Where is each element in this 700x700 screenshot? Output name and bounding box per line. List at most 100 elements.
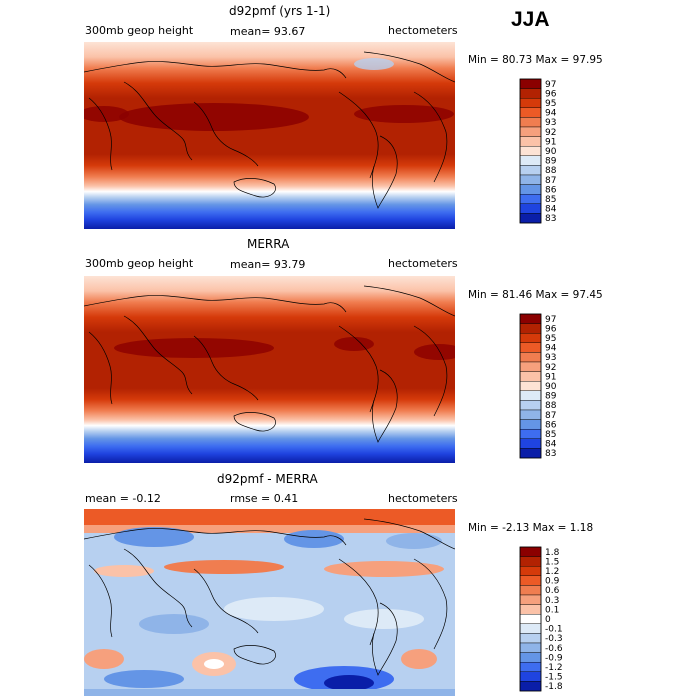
colorbar-swatch	[519, 203, 542, 214]
colorbar-tick-label: 84	[545, 205, 557, 215]
panel3-title: d92pmf - MERRA	[217, 472, 318, 486]
colorbar-swatch	[519, 136, 542, 147]
panel2-units-label: hectometers	[388, 257, 458, 270]
colorbar-tick-label: -1.5	[545, 673, 563, 683]
colorbar-tick-label: 83	[545, 214, 556, 224]
panel2-minmax-label: Min = 81.46 Max = 97.45	[468, 289, 603, 301]
colorbar-swatch	[519, 165, 542, 176]
colorbar-swatch	[519, 594, 542, 605]
colorbar-tick-label: 84	[545, 440, 557, 450]
panel3-rmse-label: rmse = 0.41	[230, 492, 299, 505]
colorbar-tick-label: 1.8	[545, 548, 560, 558]
colorbar-swatch	[519, 671, 542, 682]
colorbar-tick-label: 90	[545, 147, 557, 157]
colorbar-tick-label: 89	[545, 392, 557, 402]
panel1-field-fill	[84, 42, 455, 229]
season-label: JJA	[511, 8, 550, 31]
panel1-minmax-label: Min = 80.73 Max = 97.95	[468, 54, 603, 66]
panel2-coastlines	[84, 285, 455, 443]
colorbar-tick-label: 86	[545, 185, 557, 195]
colorbar-tick-label: 91	[545, 137, 556, 147]
colorbar-tick-label: 87	[545, 176, 556, 186]
colorbar-tick-label: 87	[545, 411, 556, 421]
colorbar-swatch	[519, 98, 542, 109]
colorbar-tick-label: 88	[545, 401, 557, 411]
colorbar-frame	[519, 78, 542, 224]
colorbar-tick-label: 92	[545, 128, 556, 138]
colorbar-swatch	[519, 88, 542, 99]
colorbar-swatch	[519, 390, 542, 401]
colorbar-swatch	[519, 352, 542, 363]
colorbar-swatch	[519, 642, 542, 653]
panel3-colorbar: 1.81.51.20.90.60.30.10-0.1-0.3-0.6-0.9-1…	[519, 546, 563, 692]
colorbar-frame	[519, 546, 542, 692]
colorbar-swatch	[519, 213, 542, 224]
panel3-mean-label: mean = -0.12	[85, 492, 161, 505]
colorbar-swatch	[519, 419, 542, 430]
colorbar-swatch	[519, 313, 542, 324]
colorbar-tick-label: 92	[545, 363, 556, 373]
colorbar-swatch	[519, 117, 542, 128]
colorbar-swatch	[519, 333, 542, 344]
colorbar-swatch	[519, 193, 542, 204]
colorbar-swatch	[519, 556, 542, 567]
colorbar-swatch	[519, 155, 542, 166]
colorbar-tick-label: 94	[545, 344, 557, 354]
colorbar-tick-label: -0.3	[545, 634, 563, 644]
colorbar-tick-label: -0.1	[545, 625, 563, 635]
panel3-minmax-label: Min = -2.13 Max = 1.18	[468, 522, 594, 534]
colorbar-tick-label: -1.8	[545, 682, 563, 692]
colorbar-tick-label: 0.3	[545, 596, 559, 606]
colorbar-tick-label: 96	[545, 324, 557, 334]
colorbar-tick-label: 97	[545, 315, 556, 325]
panel1-units-label: hectometers	[388, 24, 458, 37]
colorbar-tick-label: 89	[545, 157, 557, 167]
colorbar-swatch	[519, 184, 542, 195]
colorbar-tick-label: 85	[545, 195, 556, 205]
colorbar-tick-label: 90	[545, 382, 557, 392]
colorbar-tick-label: 0.9	[545, 577, 560, 587]
colorbar-swatch	[519, 371, 542, 382]
panel1-title: d92pmf (yrs 1-1)	[229, 4, 331, 18]
colorbar-tick-label: -1.2	[545, 663, 563, 673]
colorbar-tick-label: 97	[545, 80, 556, 90]
colorbar-swatch	[519, 661, 542, 672]
colorbar-tick-label: -0.9	[545, 653, 563, 663]
panel1-map	[84, 42, 455, 229]
colorbar-frame	[519, 313, 542, 459]
colorbar-swatch	[519, 361, 542, 372]
panel1-coastlines	[84, 51, 455, 209]
panel3-map	[84, 509, 455, 696]
panel3-units-label: hectometers	[388, 492, 458, 505]
colorbar-tick-label: 93	[545, 118, 556, 128]
colorbar-tick-label: 93	[545, 353, 556, 363]
colorbar-tick-label: 95	[545, 334, 556, 344]
colorbar-tick-label: 96	[545, 89, 557, 99]
colorbar-tick-label: 86	[545, 420, 557, 430]
colorbar-swatch	[519, 613, 542, 624]
colorbar-swatch	[519, 380, 542, 391]
colorbar-tick-label: 91	[545, 372, 556, 382]
colorbar-tick-label: 85	[545, 430, 556, 440]
colorbar-tick-label: 0	[545, 615, 551, 625]
colorbar-tick-label: 1.2	[545, 567, 559, 577]
colorbar-swatch	[519, 604, 542, 615]
colorbar-swatch	[519, 400, 542, 411]
colorbar-swatch	[519, 107, 542, 118]
colorbar-swatch	[519, 652, 542, 663]
colorbar-swatch	[519, 681, 542, 692]
colorbar-tick-label: 94	[545, 109, 557, 119]
colorbar-swatch	[519, 323, 542, 334]
colorbar-swatch	[519, 575, 542, 586]
colorbar-swatch	[519, 623, 542, 634]
colorbar-swatch	[519, 409, 542, 420]
colorbar-tick-label: 95	[545, 99, 556, 109]
colorbar-tick-label: 0.6	[545, 586, 560, 596]
colorbar-tick-label: 1.5	[545, 557, 559, 567]
colorbar-tick-label: -0.6	[545, 644, 563, 654]
colorbar-swatch	[519, 78, 542, 89]
colorbar-swatch	[519, 566, 542, 577]
panel2-mean-label: mean= 93.79	[230, 258, 306, 271]
